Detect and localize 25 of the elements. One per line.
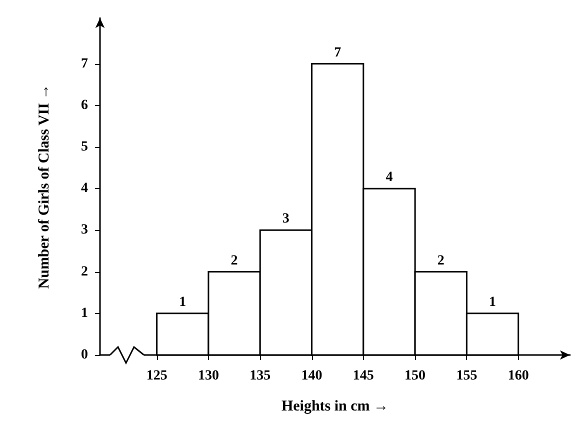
x-tick-label: 140	[301, 368, 322, 384]
data-label: 7	[334, 45, 342, 60]
x-tick-label: 125	[146, 368, 168, 384]
x-tick-label: 160	[508, 368, 529, 384]
data-label: 4	[386, 170, 393, 186]
data-label: 1	[179, 294, 186, 310]
y-tick-label: 0	[81, 348, 88, 362]
data-label: 3	[282, 212, 290, 227]
x-tick-label: 145	[352, 368, 374, 384]
x-tick-label: 150	[404, 368, 426, 384]
data-label: 1	[489, 294, 496, 310]
y-tick-label: 6	[81, 98, 88, 113]
y-tick-label: 3	[81, 222, 88, 238]
data-label: 2	[437, 253, 444, 268]
y-tick-label: 5	[81, 139, 88, 154]
y-tick-label: 7	[81, 56, 88, 72]
y-tick-label: 1	[81, 306, 88, 321]
x-tick-label: 135	[250, 368, 271, 384]
x-tick-label: 155	[456, 368, 478, 384]
x-tick-label: 130	[198, 368, 219, 384]
x-axis-title: Heights in cm →	[281, 398, 389, 414]
y-tick-label: 2	[81, 264, 88, 280]
data-label: 2	[230, 253, 238, 268]
y-tick-label: 4	[81, 181, 88, 196]
y-axis-title: Number of Girls of Class VII →	[36, 84, 52, 289]
